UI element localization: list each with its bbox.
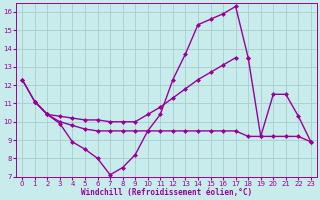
X-axis label: Windchill (Refroidissement éolien,°C): Windchill (Refroidissement éolien,°C)	[81, 188, 252, 197]
